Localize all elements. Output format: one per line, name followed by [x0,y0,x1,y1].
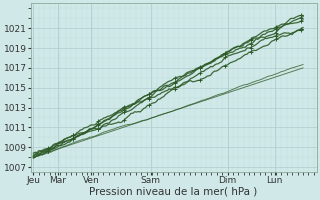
X-axis label: Pression niveau de la mer( hPa ): Pression niveau de la mer( hPa ) [90,187,258,197]
